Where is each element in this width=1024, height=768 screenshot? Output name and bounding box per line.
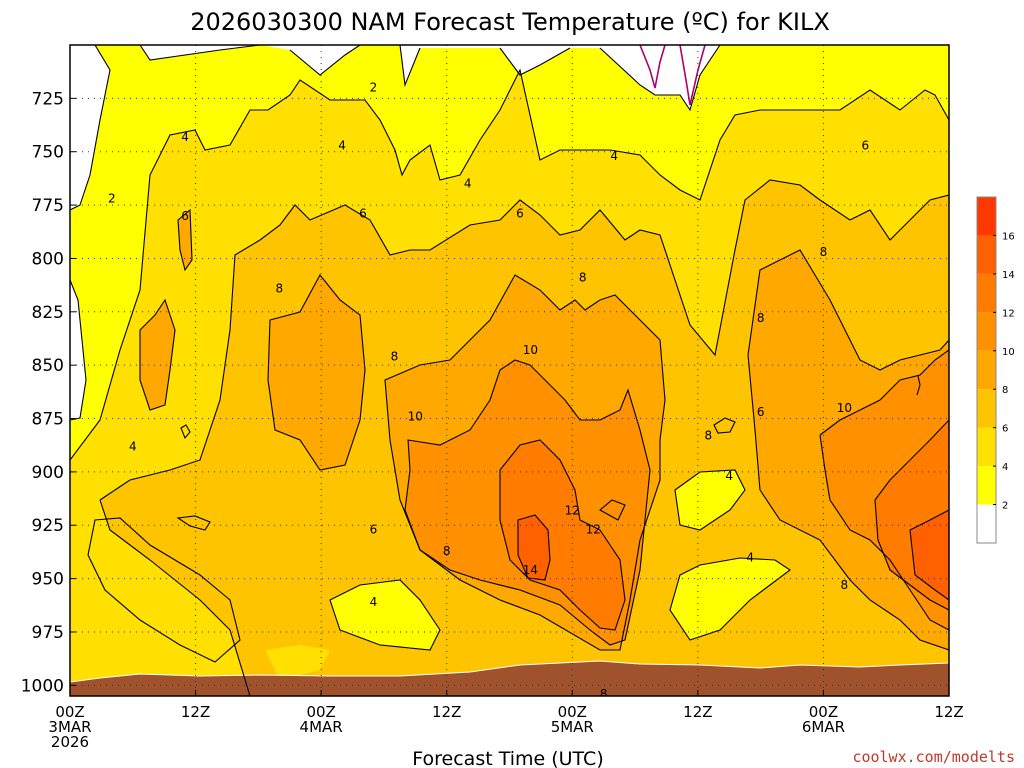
contour-label: 4 [129,439,137,453]
contour-label: 8 [820,245,828,259]
band-12-14 [500,440,625,630]
x-tick-label: 2026 [51,733,89,751]
colorbar-swatch [977,466,996,505]
contour-label: 8 [600,687,608,701]
contour-label: 4 [338,138,346,152]
contour-label: 4 [725,469,733,483]
ground-surface-edge [70,660,949,683]
contour-label: 6 [757,405,765,419]
contour-label: 12 [586,523,601,537]
x-tick-label: 12Z [181,703,210,721]
grid [70,45,949,696]
colorbar-swatch [977,350,996,390]
x-tick-label: 5MAR [551,718,594,736]
colorbar: 2 4 6 8 10 12 14 16 [976,196,1015,544]
colorbar-swatch [977,504,996,543]
colorbar-frame [976,196,997,544]
band-8-10 [268,275,365,470]
plot-frame [69,44,950,697]
colorbar-swatch [977,427,996,467]
contour-label: 2 [370,81,378,95]
x-tick-label: 6MAR [802,718,845,736]
x-tick-label: 12Z [934,703,963,721]
band-white-patch [70,45,110,210]
freezing-line [639,45,706,106]
colorbar-label: 6 [1002,424,1008,435]
x-tick-label: 12Z [683,703,712,721]
band-14-16 [910,510,949,600]
band-hole [675,470,745,530]
plot-area: 2 2 4 4 4 4 4 4 4 4 6 6 6 6 6 6 8 8 8 8 8 8 8 8 8 10 10 10 12 12 14 [70,45,949,701]
x-tick-label: 4MAR [300,718,343,736]
y-tick-label: 750 [32,143,64,163]
colorbar-swatch [977,389,996,428]
band-8-10 [140,300,175,410]
y-tick-label: 1000 [21,676,64,696]
contour-lines [70,45,949,696]
contour-label: 4 [181,130,189,144]
contour-label: 8 [275,281,283,295]
contour-label: 12 [565,503,580,517]
x-tick-label: 00Z [558,703,587,721]
colorbar-swatch [977,312,996,351]
ground-surface [70,661,949,696]
contour-label: 8 [579,271,587,285]
contour-label: 8 [391,350,399,364]
contour-label: 8 [443,544,451,558]
x-tick-label: 00Z [55,703,84,721]
contour-label: 6 [516,207,524,221]
contour-label: 8 [841,578,849,592]
colorbar-label: 16 [1002,231,1015,242]
colorbar-swatch [977,235,996,274]
y-tick-label: 725 [32,89,64,109]
contour-label: 4 [610,149,618,163]
y-tick-label: 825 [32,303,64,323]
y-axis-ticks: 725 750 775 800 825 850 875 900 925 950 975 1000 [21,89,76,696]
band-white-patch [70,280,86,420]
band-hole [265,645,330,680]
colorbar-swatch [977,273,996,313]
y-tick-label: 975 [32,623,64,643]
x-tick-label: 12Z [432,703,461,721]
colorbar-swatch [977,197,996,236]
contour-label: 14 [523,563,538,577]
x-axis-label: Forecast Time (UTC) [412,748,603,768]
x-tick-label: 00Z [306,703,335,721]
y-tick-label: 875 [32,410,64,430]
band-hole [330,580,440,650]
contour-label: 2 [108,192,116,206]
contour-label: 4 [370,595,378,609]
y-tick-label: 850 [32,356,64,376]
y-tick-label: 775 [32,196,64,216]
colorbar-label: 8 [1002,385,1008,396]
y-tick-label: 950 [32,570,64,590]
contour-label: 10 [523,343,538,357]
contour-label: 4 [464,177,472,191]
colorbar-label: 12 [1002,308,1015,319]
x-tick-label: 00Z [809,703,838,721]
colorbar-label: 4 [1002,462,1008,473]
x-tick-label: 3MAR [48,718,91,736]
y-tick-label: 900 [32,463,64,483]
credit-text: coolwx.com/modelts [852,748,1015,766]
chart-title: 2026030300 NAM Forecast Temperature (ºC)… [190,8,830,36]
colorbar-label: 2 [1002,501,1008,512]
colorbar-label: 14 [1002,270,1015,281]
contour-label: 8 [705,429,713,443]
contour-label: 4 [746,550,754,564]
contour-labels: 2 2 4 4 4 4 4 4 4 4 6 6 6 6 6 6 8 8 8 8 8 8 8 8 8 10 10 10 12 12 14 [108,81,869,701]
contour-label: 8 [757,311,765,325]
contour-label: 6 [359,207,367,221]
y-tick-label: 800 [32,249,64,269]
colorbar-label: 10 [1002,347,1015,358]
contour-label: 6 [181,209,189,223]
contour-label: 6 [370,523,378,537]
contour-label: 10 [408,409,423,423]
band-14-16 [518,515,550,580]
contour-label: 6 [861,138,869,152]
contour-label: 10 [837,401,852,415]
y-tick-label: 925 [32,516,64,536]
